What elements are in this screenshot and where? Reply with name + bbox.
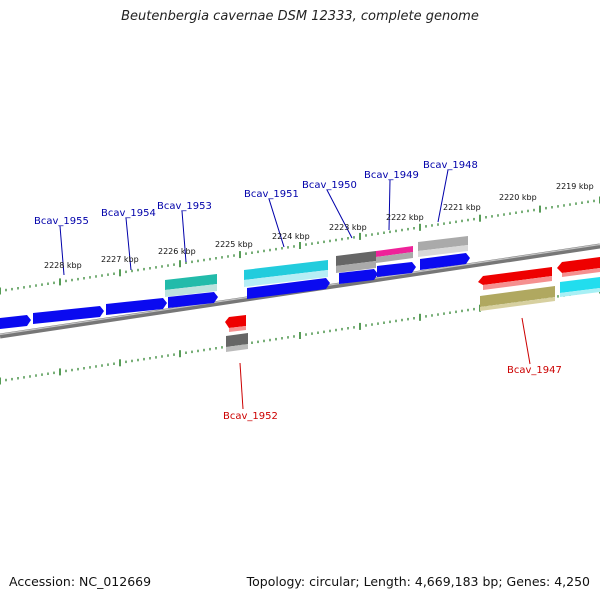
forward-genes-inner (0, 253, 470, 329)
gene-bcav-1947-arrow-shade (483, 276, 552, 290)
scale-label: 2221 kbp (443, 203, 481, 212)
scale-labels: 2228 kbp 2227 kbp 2226 kbp 2225 kbp 2224… (44, 182, 594, 270)
scale-label: 2226 kbp (158, 247, 196, 256)
leader-line-bcav-1947 (521, 317, 531, 365)
gene-cyan-block[interactable] (560, 277, 600, 293)
gene-cyan-block-shade (560, 288, 600, 297)
gene-label-bcav-1950[interactable]: Bcav_1950 (302, 180, 357, 191)
scale-label: 2228 kbp (44, 261, 82, 270)
gene-label-bcav-1954[interactable]: Bcav_1954 (101, 208, 156, 219)
gene-arrow[interactable] (247, 278, 330, 299)
leader-line-bcav-1952 (239, 362, 244, 410)
gene-bcav-1951-block-shade (244, 270, 328, 287)
scale-label: 2223 kbp (329, 223, 367, 232)
gene-label-bcav-1953[interactable]: Bcav_1953 (157, 201, 212, 212)
leader-line-bcav-1949 (388, 179, 391, 231)
gene-label-bcav-1951[interactable]: Bcav_1951 (244, 189, 299, 200)
gene-label-bcav-1948[interactable]: Bcav_1948 (423, 160, 478, 171)
gene-arrow-shade (562, 268, 600, 277)
scale-label: 2224 kbp (272, 232, 310, 241)
gene-bcav-1948-block-shade (418, 245, 468, 257)
gene-arrow[interactable] (420, 253, 470, 270)
leader-line-bcav-1954 (125, 217, 132, 271)
scale-label: 2225 kbp (215, 240, 253, 249)
gene-bcav-1952-gray-shade (226, 344, 248, 352)
gene-labels: Bcav_1955 Bcav_1954 Bcav_1953 Bcav_1951 … (34, 160, 562, 422)
scale-label: 2227 kbp (101, 255, 139, 264)
page-title: Beutenbergia cavernae DSM 12333, complet… (121, 9, 479, 24)
gene-arrow[interactable] (0, 315, 31, 329)
gene-bcav-1953-block[interactable] (165, 274, 217, 290)
genome-summary-text: Topology: circular; Length: 4,669,183 bp… (246, 574, 590, 589)
reverse-genes (225, 257, 600, 352)
gene-arrow[interactable] (33, 306, 104, 324)
gene-bcav-1952-arrow[interactable] (225, 315, 246, 328)
gene-bcav-1953-block-shade (165, 284, 217, 297)
gene-arrow[interactable] (339, 269, 378, 284)
leader-line-bcav-1948 (437, 169, 449, 223)
gene-bcav-1951-block[interactable] (244, 260, 328, 280)
gene-bcav-1952-arrow-shade (229, 326, 246, 332)
leader-lines (59, 169, 531, 410)
gene-bcav-1947-olive (480, 286, 555, 307)
forward-genes-outer (165, 236, 468, 297)
leader-line-bcav-1950 (326, 189, 353, 239)
gene-bcav-1947-arrow[interactable] (478, 267, 552, 285)
gene-label-bcav-1955[interactable]: Bcav_1955 (34, 216, 89, 227)
scale-label: 2222 kbp (386, 213, 424, 222)
gene-arrow[interactable] (168, 292, 218, 308)
leader-line-bcav-1955 (59, 225, 65, 276)
gene-arrow[interactable] (557, 257, 600, 273)
gene-bcav-1949-block[interactable] (376, 246, 413, 257)
gene-bcav-1949-lower (376, 252, 413, 263)
leader-line-bcav-1951 (268, 198, 285, 248)
gene-arrow[interactable] (377, 262, 416, 277)
scale-label: 2220 kbp (499, 193, 537, 202)
accession-text: Accession: NC_012669 (9, 574, 152, 589)
gene-label-bcav-1952[interactable]: Bcav_1952 (223, 411, 278, 422)
leader-line-bcav-1953 (181, 210, 187, 263)
gene-label-bcav-1947[interactable]: Bcav_1947 (507, 365, 562, 376)
gene-arrow[interactable] (106, 298, 167, 315)
gene-bcav-1952-gray (226, 333, 248, 347)
gene-label-bcav-1949[interactable]: Bcav_1949 (364, 170, 419, 181)
gene-bcav-1947-olive-shade (480, 297, 555, 311)
scale-label: 2219 kbp (556, 182, 594, 191)
gene-bcav-1948-block[interactable] (418, 236, 468, 251)
gene-bcav-1950-block-shade (336, 261, 376, 273)
